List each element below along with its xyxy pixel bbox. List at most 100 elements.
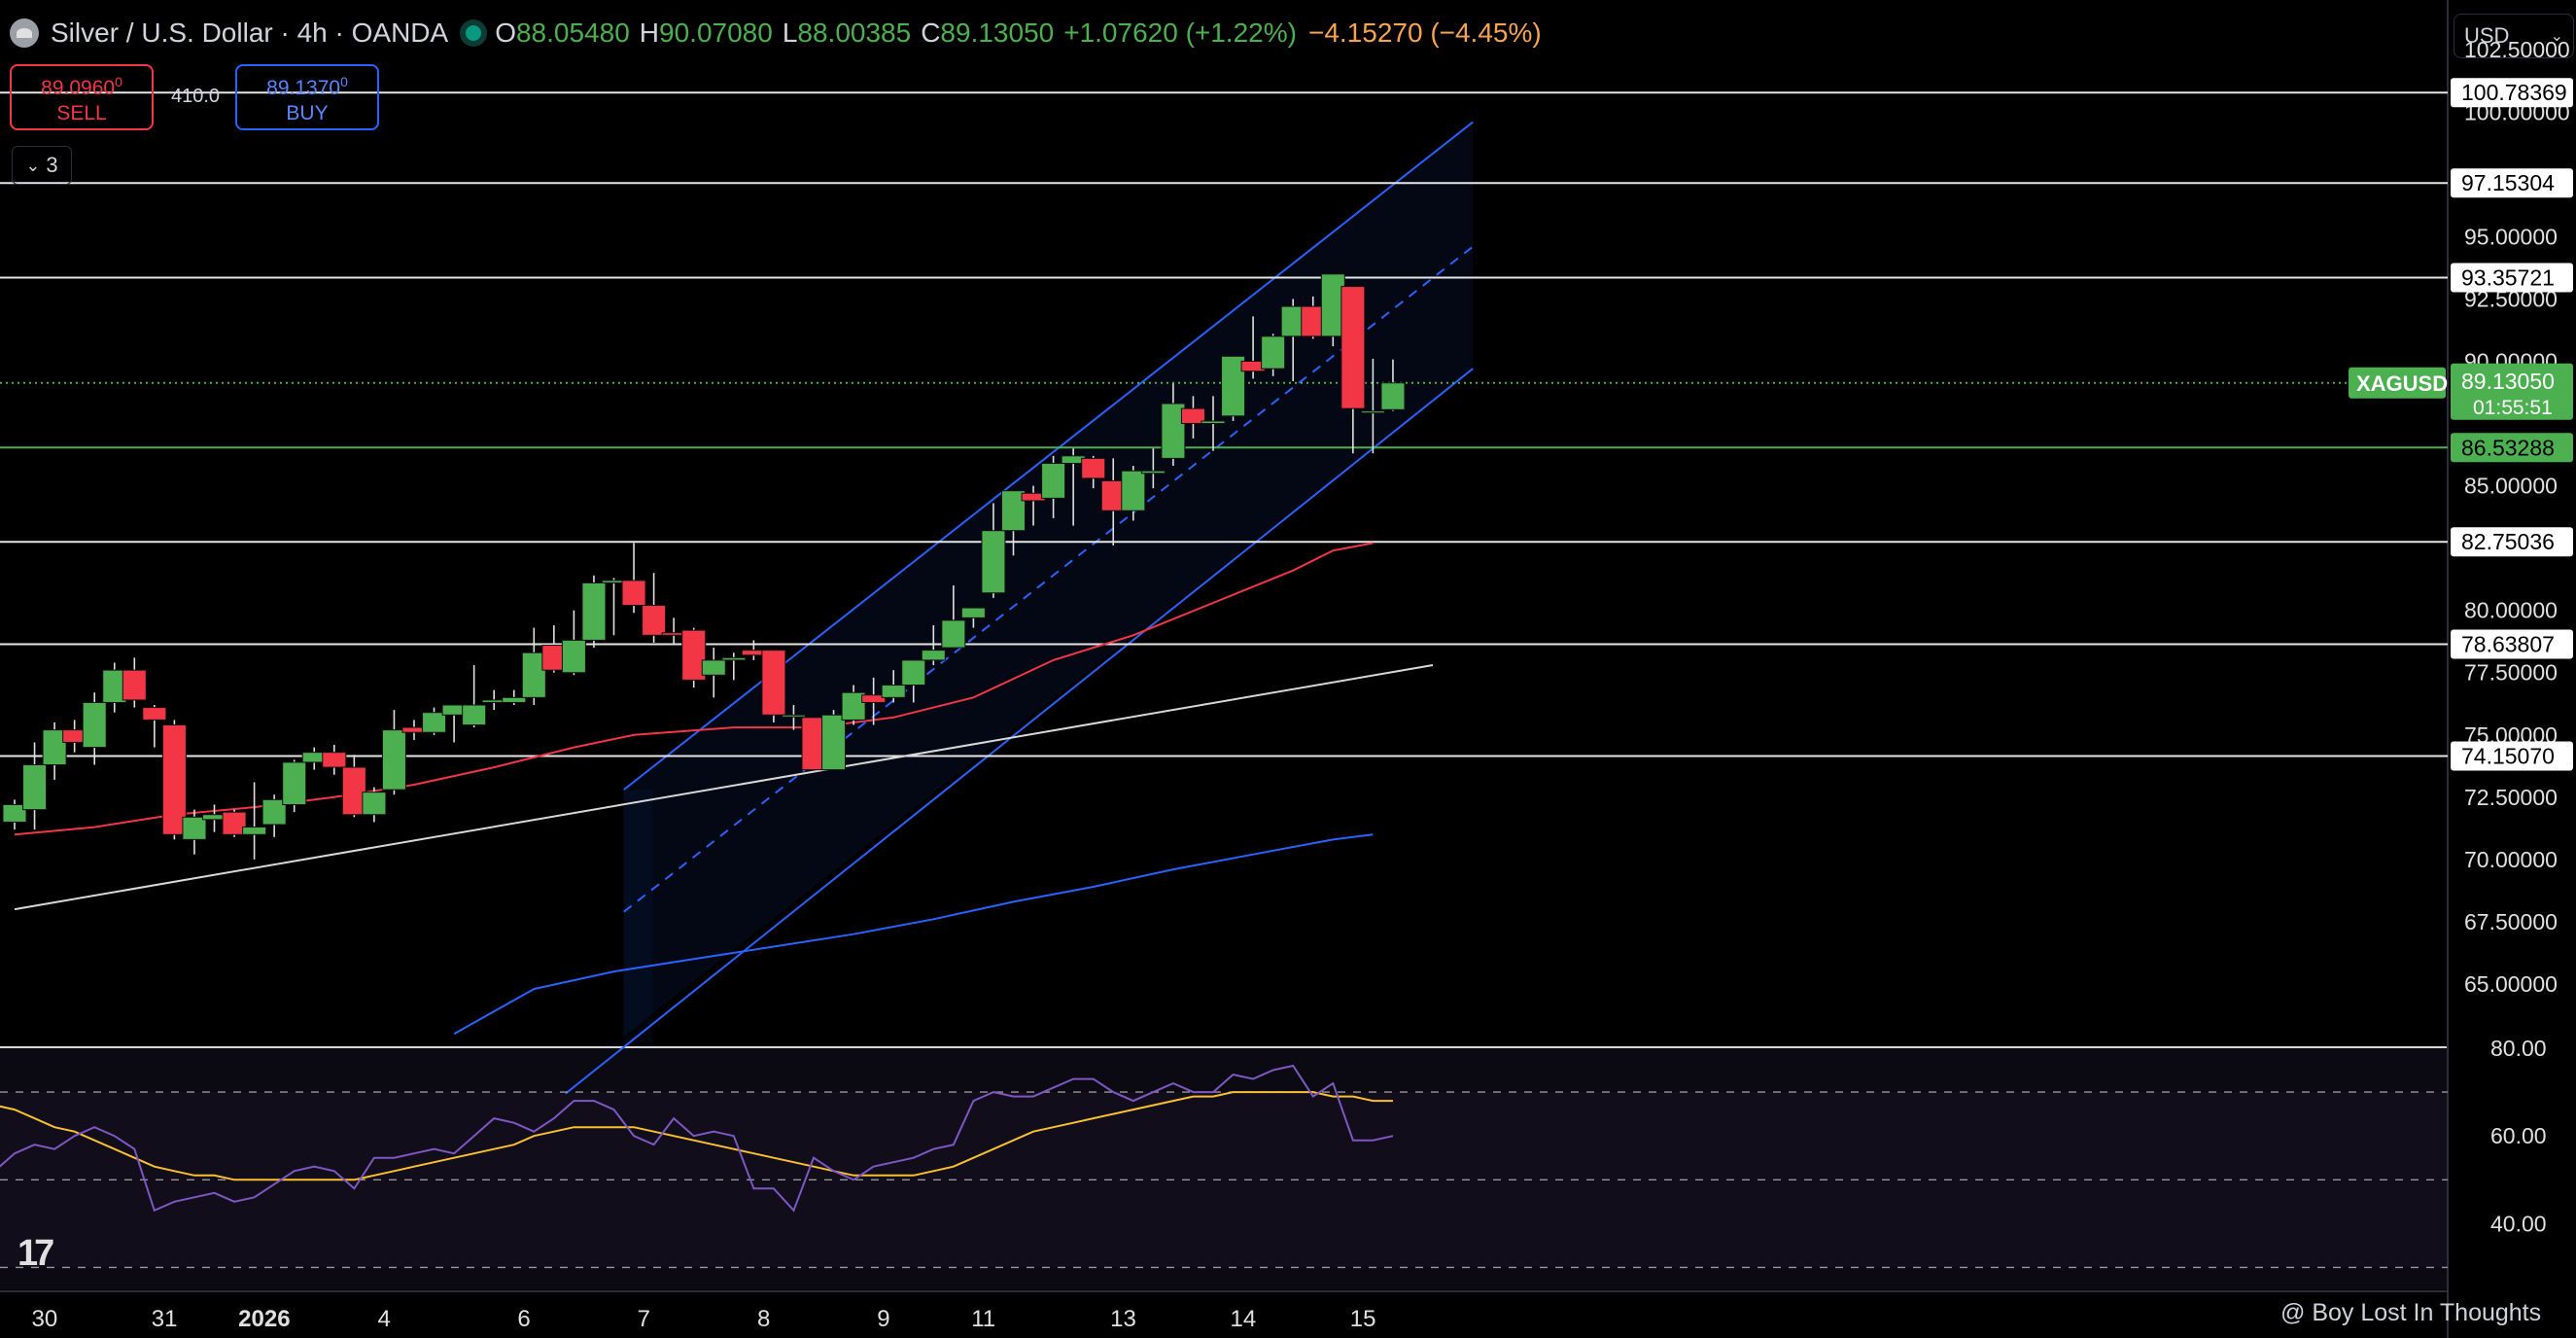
x-tick-label: 8 (757, 1306, 770, 1332)
symbol-tag-bg (2349, 367, 2446, 399)
x-tick-label: 11 (971, 1306, 995, 1332)
candle-body (681, 629, 707, 681)
candle-body (142, 707, 167, 721)
support-price-label-bg (2451, 433, 2573, 463)
candle-body (1041, 463, 1066, 499)
candle-body (22, 764, 48, 811)
candle-body (642, 605, 667, 636)
candle-body (502, 696, 527, 703)
close-label: C (921, 18, 941, 48)
candle-body (761, 650, 786, 716)
y-tick-label: 65.00000 (2464, 971, 2558, 997)
candle-body (881, 685, 906, 698)
x-tick-label: 7 (638, 1306, 650, 1332)
candle-body (1320, 273, 1345, 337)
candle-body (242, 827, 267, 835)
x-tick-label: 15 (1350, 1306, 1376, 1332)
candle-body (1081, 457, 1106, 479)
chevron-down-icon: ⌄ (25, 155, 41, 175)
candle-body (1380, 382, 1406, 410)
candle-body (821, 714, 847, 771)
level-price-label: 97.15304 (2461, 170, 2555, 195)
y-tick-label: 85.00000 (2464, 474, 2558, 499)
level-price-label-bg (2451, 78, 2573, 108)
candle-body (102, 669, 127, 703)
candle-body (1201, 420, 1226, 425)
level-price-label-bg (2451, 263, 2573, 293)
candle-body (981, 530, 1006, 594)
candle-body (1301, 305, 1326, 337)
y-tick-label: 70.00000 (2464, 847, 2558, 872)
countdown-label: 01:55:51 (2473, 397, 2553, 419)
candle-body (322, 752, 347, 768)
candle-body (921, 650, 946, 661)
x-tick-label: 2026 (238, 1306, 290, 1332)
support-price-label: 86.53288 (2461, 435, 2555, 460)
candle-body (1121, 470, 1146, 511)
rsi-tick-label: 60.00 (2490, 1123, 2547, 1148)
sell-label: SELL (56, 101, 107, 124)
buy-label: BUY (286, 101, 329, 124)
candle-body (1140, 470, 1166, 475)
x-tick-label: 4 (377, 1306, 390, 1332)
symbol-title[interactable]: Silver / U.S. Dollar · 4h · OANDA (51, 18, 449, 48)
candle-body (341, 766, 366, 816)
change-value-2: −4.15270 (−4.45%) (1307, 18, 1542, 48)
level-price-label: 78.63807 (2461, 632, 2555, 657)
channel-shade (623, 790, 653, 1046)
candle-body (1180, 407, 1205, 425)
x-tick-label: 31 (152, 1306, 178, 1332)
level-price-label-bg (2451, 168, 2573, 198)
market-status-icon (466, 25, 482, 41)
candle-body (82, 701, 107, 749)
candle-body (42, 729, 67, 766)
candle-body (701, 659, 726, 676)
level-price-label-bg (2451, 629, 2573, 659)
x-tick-label: 30 (31, 1306, 57, 1332)
candle-body (561, 639, 586, 674)
trendline (14, 664, 1434, 911)
sell-price-sup: 0 (115, 73, 122, 89)
candle-body (222, 811, 247, 835)
high-value: 90.07080 (659, 18, 773, 48)
candle-body (901, 659, 926, 687)
spread-value: 410.0 (171, 86, 221, 107)
y-tick-label: 67.50000 (2464, 909, 2558, 934)
currency-select[interactable]: USD ⌄ (2454, 14, 2574, 58)
low-value: 88.00385 (797, 18, 912, 48)
x-tick-label: 9 (877, 1306, 889, 1332)
x-tick-label: 13 (1110, 1306, 1136, 1332)
candle-body (1001, 490, 1026, 532)
high-label: H (639, 18, 660, 48)
level-price-label: 82.75036 (2461, 529, 2555, 554)
buy-price: 89.1370 (266, 76, 341, 99)
candle-body (861, 694, 887, 703)
open-value: 88.05480 (515, 18, 630, 48)
sell-price: 89.0960 (41, 76, 116, 99)
candle-body (1161, 403, 1186, 459)
level-price-label-bg (2451, 527, 2573, 557)
candle-body (161, 724, 187, 835)
last-price-label-bg (2451, 363, 2573, 420)
close-value: 89.13050 (940, 18, 1055, 48)
symbol-tag: XAGUSD (2356, 371, 2448, 396)
candle-body (1360, 410, 1385, 414)
buy-button[interactable]: 89.13700 BUY (235, 64, 379, 130)
level-price-label-bg (2451, 741, 2573, 771)
level-price-label: 74.15070 (2461, 744, 2555, 769)
channel-mid (623, 245, 1474, 913)
y-tick-label: 72.50000 (2464, 785, 2558, 810)
candle-body (1280, 305, 1305, 337)
buy-price-sup: 0 (340, 73, 348, 89)
change-value: +1.07620 (+1.22%) (1063, 18, 1297, 48)
candle-body (462, 704, 487, 726)
rsi-tick-label: 40.00 (2490, 1211, 2547, 1236)
moving-average-blue (453, 833, 1374, 1036)
indicators-toggle-button[interactable]: ⌄ 3 (12, 146, 72, 185)
candle-body (1221, 355, 1246, 417)
candle-body (841, 691, 866, 721)
rsi-line (0, 1064, 1394, 1213)
silver-icon (10, 18, 39, 48)
sell-button[interactable]: 89.09600 SELL (10, 64, 154, 130)
